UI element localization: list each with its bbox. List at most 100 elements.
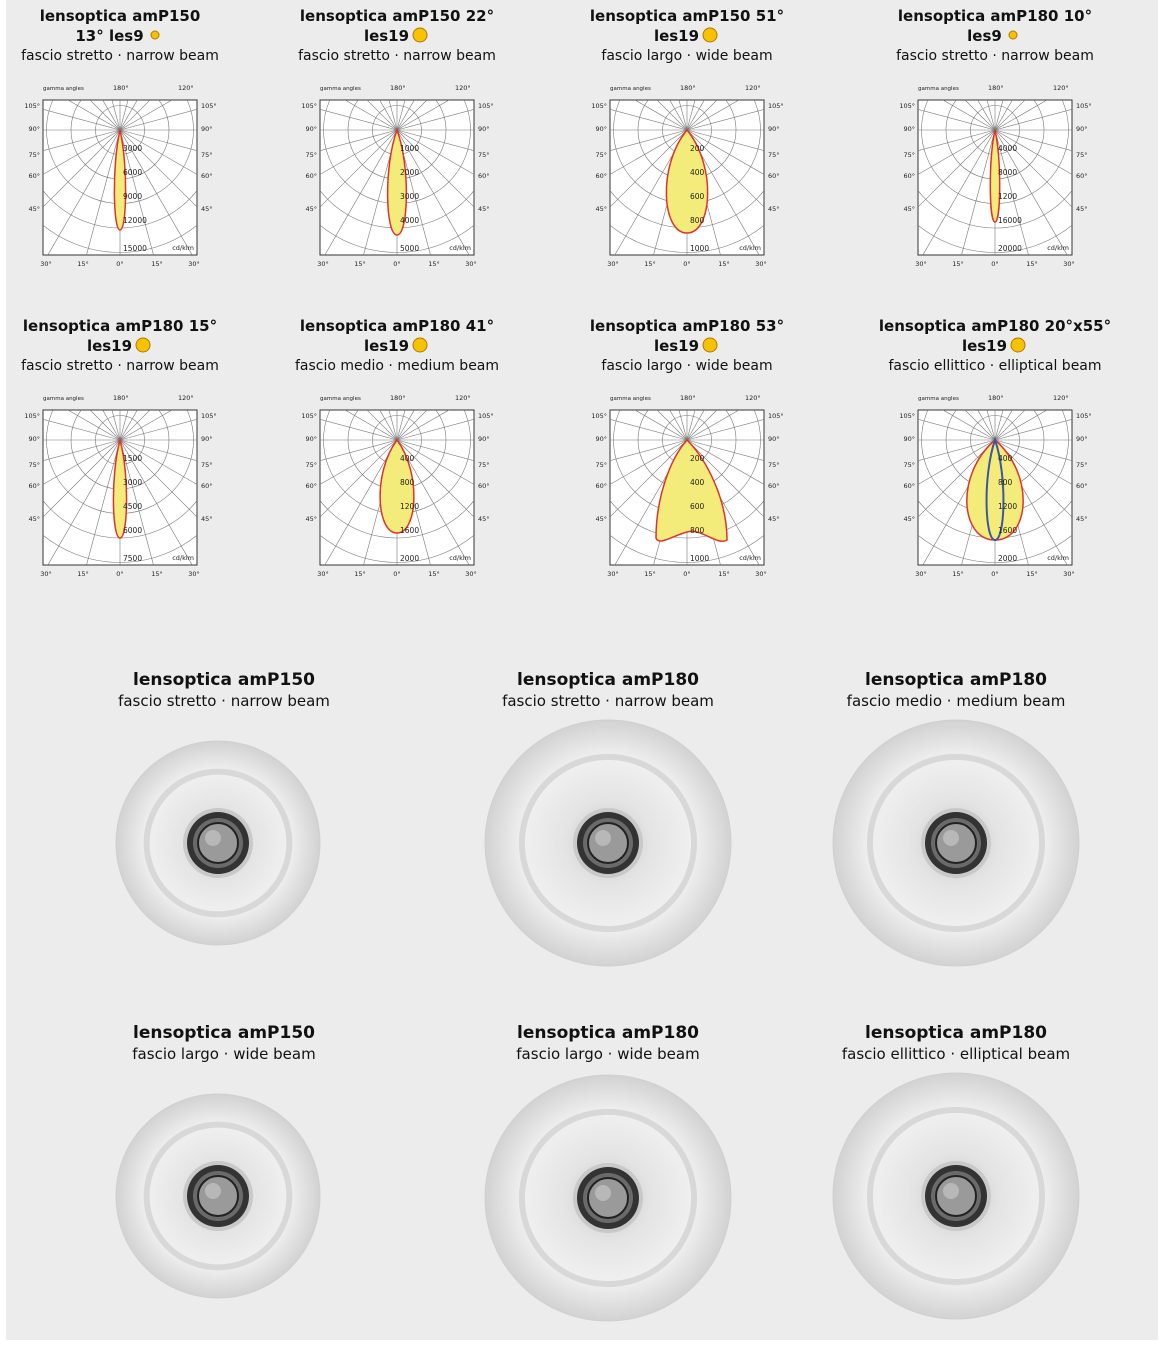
grid-ray <box>67 100 121 131</box>
angle-label: 30° <box>465 260 477 268</box>
grid-ray <box>994 129 1072 151</box>
angle-label: 0° <box>991 260 998 268</box>
grid-ray <box>396 129 470 255</box>
angle-label: 105° <box>478 102 494 110</box>
angle-label: 30° <box>1063 260 1075 268</box>
grid-ray <box>86 129 121 255</box>
angle-label: 105° <box>768 412 784 420</box>
grid-ray <box>918 129 996 208</box>
scale-label: 1600 <box>400 526 419 535</box>
angle-label: 75° <box>595 461 607 469</box>
angle-label: 180° <box>113 84 129 92</box>
title-line: les9 <box>835 26 1155 46</box>
grid-ray <box>686 439 764 485</box>
lens-core <box>595 830 611 846</box>
unit-label: cd/klm <box>739 244 761 252</box>
grid-ray <box>396 129 474 151</box>
polar-diagram: 400 800 1200 1600 2000 gamma angles 180° 120° 10… <box>899 394 1091 578</box>
product-photo <box>115 1093 321 1299</box>
angle-label: 90° <box>768 435 780 443</box>
scale-label: 1500 <box>123 454 142 463</box>
angle-label: 75° <box>768 151 780 159</box>
grid-ray <box>396 439 470 565</box>
title-line: les19 <box>835 336 1155 356</box>
catalog-page: lensoptica amP150 13° les9 fascio stretto … <box>6 0 1158 1340</box>
angle-label: 15° <box>428 260 440 268</box>
grid-ray <box>47 439 121 565</box>
lens-ring <box>866 1106 1046 1286</box>
lens-core <box>943 1183 959 1199</box>
scale-label: 400 <box>690 168 705 177</box>
grid-ray <box>396 410 450 441</box>
product-photo <box>484 1074 732 1322</box>
lens-core <box>205 1183 221 1199</box>
grid-ray <box>43 129 121 208</box>
lens-core <box>595 1185 611 1201</box>
angle-label: 45° <box>28 205 40 213</box>
angle-label: 120° <box>178 394 194 402</box>
angle-label: 105° <box>201 412 217 420</box>
lens-core <box>943 830 959 846</box>
gamma-label: gamma angles <box>320 86 361 92</box>
scale-label: 400 <box>998 454 1013 463</box>
angle-label: 60° <box>201 482 213 490</box>
scale-label: 5000 <box>400 244 419 253</box>
angle-label: 45° <box>903 205 915 213</box>
angle-label: 45° <box>201 205 213 213</box>
lens-core <box>205 830 221 846</box>
subtitle: fascio largo · wide beam <box>601 48 773 64</box>
grid-ray <box>994 129 1068 255</box>
grid-ray <box>119 129 197 208</box>
scale-label: 1200 <box>400 502 419 511</box>
angle-label: 75° <box>305 151 317 159</box>
grid-ray <box>918 439 996 518</box>
angle-label: 45° <box>595 205 607 213</box>
grid-ray <box>634 410 688 441</box>
product-photo <box>832 1072 1080 1320</box>
grid-ray <box>396 419 474 441</box>
angle-label: 0° <box>683 570 690 578</box>
scale-label: 8000 <box>998 168 1017 177</box>
grid-ray <box>686 129 764 151</box>
title-line: lensoptica amP150 22° <box>299 7 495 25</box>
angle-label: 105° <box>24 102 40 110</box>
product-title: lensoptica amP150 <box>133 670 315 690</box>
polar-diagram: 1000 2000 3000 4000 5000 gamma angles 180° 120°… <box>301 84 494 268</box>
scale-label: 4500 <box>123 502 142 511</box>
angle-label: 0° <box>116 260 123 268</box>
grid-ray <box>363 129 398 255</box>
diagram-header: lensoptica amP180 10° les9 fascio stretto … <box>835 6 1155 67</box>
angle-label: 60° <box>305 482 317 490</box>
angle-label: 15° <box>151 570 163 578</box>
lens-icon <box>1008 30 1018 40</box>
grid-ray <box>119 419 197 441</box>
gamma-label: gamma angles <box>918 396 959 402</box>
beam-curve-secondary <box>985 436 1005 542</box>
product-photo <box>115 740 321 946</box>
grid-ray <box>961 129 996 255</box>
angle-label: 45° <box>305 515 317 523</box>
product-title: lensoptica amP180 <box>865 1023 1047 1043</box>
angle-label: 60° <box>595 172 607 180</box>
grid-ray <box>634 100 688 131</box>
diagram-header: lensoptica amP180 41° les19 fascio medio ·… <box>237 316 557 377</box>
angle-label: 15° <box>952 570 964 578</box>
title-text: les19 <box>653 337 700 355</box>
grid-ray <box>918 419 996 441</box>
grid-ray <box>610 129 688 151</box>
product-header: lensoptica amP180 fascio largo · wide bea… <box>448 1023 768 1065</box>
angle-label: 75° <box>28 461 40 469</box>
title-text: les9 <box>967 27 1002 45</box>
grid-ray <box>119 439 197 518</box>
lens-icon-dot <box>1010 337 1026 353</box>
grid-ray <box>396 439 474 485</box>
grid-ray <box>43 129 121 151</box>
scale-label: 6000 <box>123 526 142 535</box>
angle-label: 90° <box>595 125 607 133</box>
grid-ray <box>994 129 1072 208</box>
lens-icon <box>412 337 428 353</box>
product-header: lensoptica amP150 fascio stretto · narrow… <box>64 670 384 712</box>
diagram-header: lensoptica amP150 13° les9 fascio stretto … <box>6 6 280 67</box>
scale-label: 800 <box>690 216 705 225</box>
lens-icon-dot <box>702 27 718 43</box>
